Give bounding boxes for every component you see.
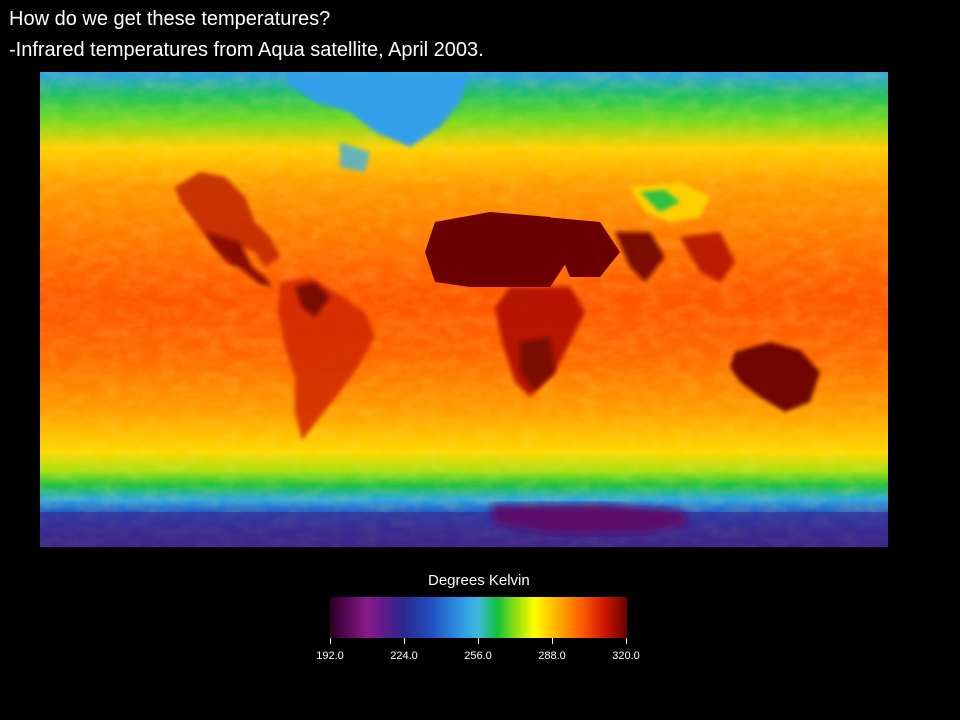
temperature-map <box>40 72 888 547</box>
colorbar-tick <box>404 638 405 644</box>
iran-india-region <box>615 232 665 282</box>
south-america-landmass <box>278 277 375 440</box>
colorbar-tick-label: 288.0 <box>538 650 566 662</box>
antarctica-band <box>40 512 888 547</box>
colorbar-tick-label: 224.0 <box>390 650 418 662</box>
slide-title-line-2: -Infrared temperatures from Aqua satelli… <box>9 39 484 61</box>
colorbar-tick <box>478 638 479 644</box>
arabian-peninsula-region <box>545 217 620 277</box>
greenland-cold-region <box>285 72 470 147</box>
temperature-colorbar <box>330 597 627 638</box>
colorbar-title: Degrees Kelvin <box>428 572 530 589</box>
colorbar-tick-label: 256.0 <box>464 650 492 662</box>
slide-title-line-1: How do we get these temperatures? <box>9 8 331 30</box>
antarctica-cold-core <box>490 504 690 534</box>
amazon-hot-spot <box>295 282 330 317</box>
colorbar-tick <box>552 638 553 644</box>
colorbar-tick <box>626 638 627 644</box>
north-atlantic-cold-patch <box>340 142 370 172</box>
southeast-asia-region <box>680 232 735 282</box>
tibet-green-patch <box>640 190 680 212</box>
cloud-texture <box>40 72 888 547</box>
colorbar-tick-label: 192.0 <box>316 650 344 662</box>
north-america-landmass <box>175 172 280 267</box>
australia-landmass <box>730 342 820 412</box>
kalahari-hot-spot <box>520 337 555 390</box>
sahara-desert-region <box>425 212 570 287</box>
colorbar-tick-label: 320.0 <box>612 650 640 662</box>
mexico-hot-region <box>205 232 272 287</box>
colorbar-tick <box>330 638 331 644</box>
